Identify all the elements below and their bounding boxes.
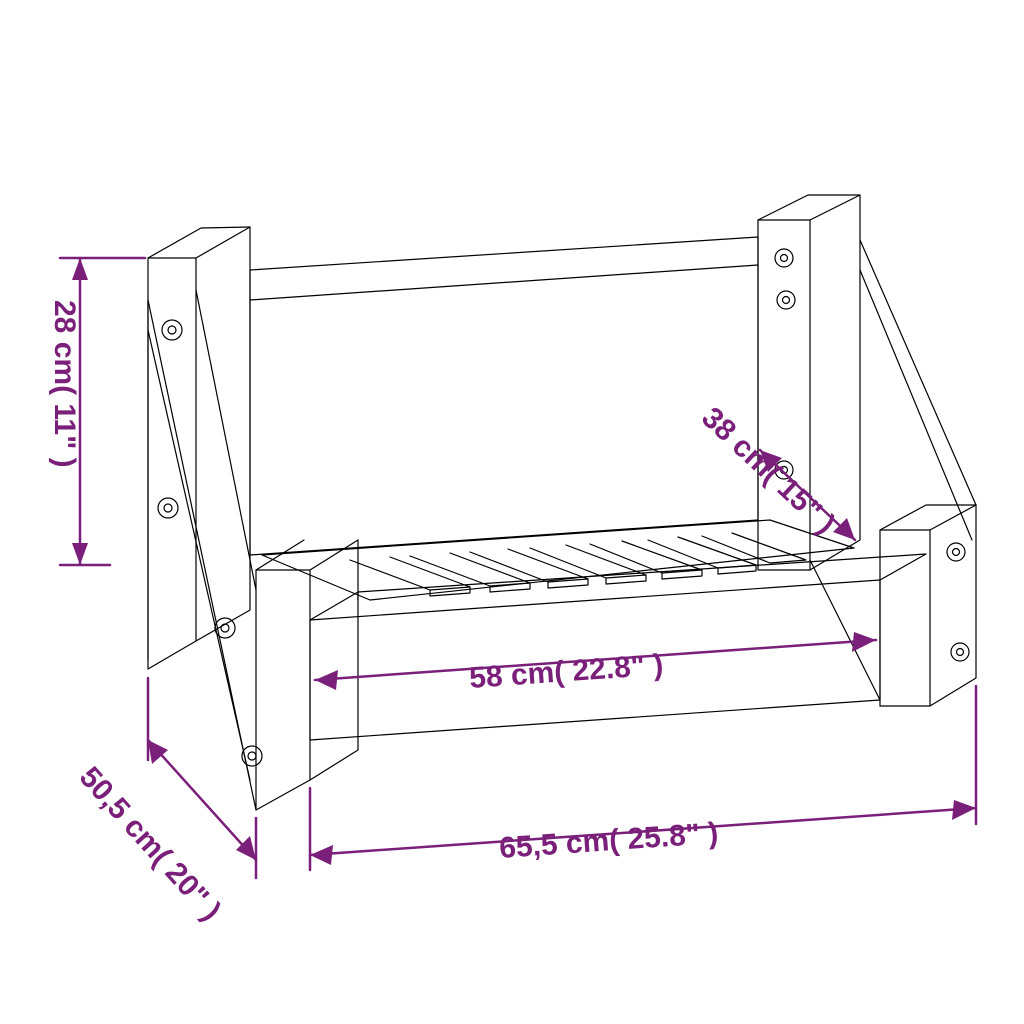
dim-depth-outer-label: 50,5 cm( 20" ): [73, 761, 228, 928]
furniture-drawing: [148, 195, 976, 810]
dim-width-inner: 58 cm( 22.8" ): [315, 632, 876, 695]
dimension-diagram: 28 cm( 11" ) 50,5 cm( 20" ) 38 cm( 15" ): [0, 0, 1024, 1024]
dim-height: 28 cm( 11" ): [48, 258, 145, 565]
dim-height-label: 28 cm( 11" ): [48, 300, 81, 468]
dimension-lines: 28 cm( 11" ) 50,5 cm( 20" ) 38 cm( 15" ): [48, 258, 976, 927]
dim-depth-outer: 50,5 cm( 20" ): [73, 678, 256, 927]
dim-depth-inner: 38 cm( 15" ): [695, 401, 855, 541]
dim-width-outer-label: 65,5 cm( 25.8" ): [498, 817, 719, 865]
dim-width-inner-label: 58 cm( 22.8" ): [468, 649, 664, 695]
slats: [350, 533, 806, 596]
dim-width-outer: 65,5 cm( 25.8" ): [310, 686, 976, 870]
